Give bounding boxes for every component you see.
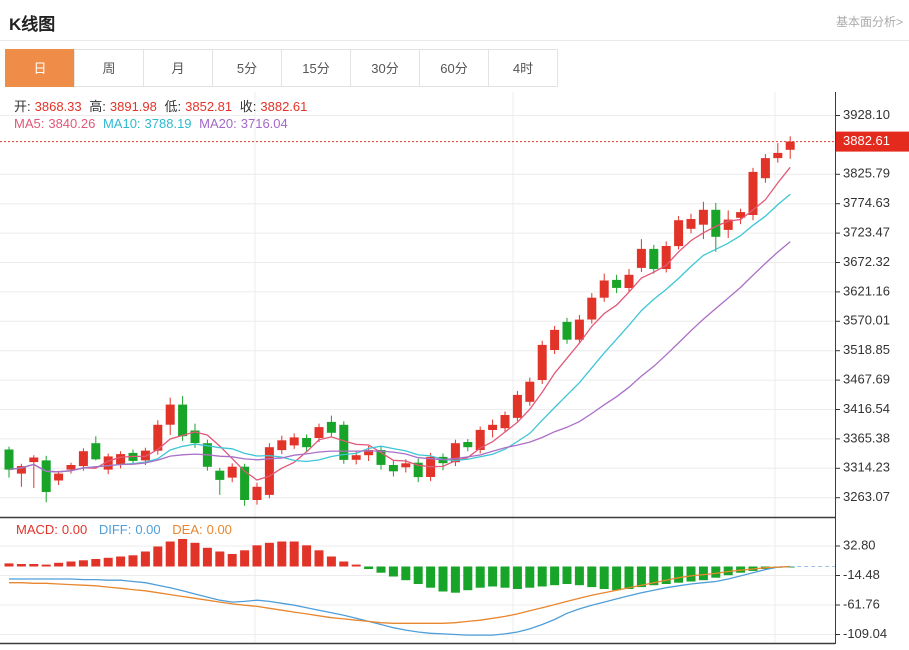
tab-day[interactable]: 日	[5, 49, 75, 87]
svg-text:3263.07: 3263.07	[843, 489, 890, 504]
svg-text:3723.47: 3723.47	[843, 225, 890, 240]
svg-text:-109.04: -109.04	[843, 626, 887, 641]
svg-text:3928.10: 3928.10	[843, 107, 890, 122]
ma20-label: MA20:	[199, 116, 237, 131]
svg-text:3672.32: 3672.32	[843, 254, 890, 269]
tab-15min[interactable]: 15分	[281, 49, 351, 87]
high-label: 高:	[89, 99, 106, 114]
svg-text:3882.61: 3882.61	[843, 133, 890, 148]
svg-text:3825.79: 3825.79	[843, 166, 890, 181]
svg-text:3416.54: 3416.54	[843, 401, 890, 416]
svg-text:32.80: 32.80	[843, 537, 876, 552]
svg-text:3774.63: 3774.63	[843, 195, 890, 210]
tab-5min[interactable]: 5分	[212, 49, 282, 87]
ma-readout: MA5: 3840.26 MA10: 3788.19 MA20: 3716.04	[14, 116, 292, 131]
fundamental-analysis-link[interactable]: 基本面分析>	[835, 15, 903, 29]
macd-label: MACD: 0.00	[16, 522, 88, 537]
svg-text:3518.85: 3518.85	[843, 342, 890, 357]
open-value: 3868.33	[34, 99, 82, 114]
ma20-value: 3716.04	[240, 116, 288, 131]
svg-text:3570.01: 3570.01	[843, 313, 890, 328]
ma5-label: MA5:	[14, 116, 45, 131]
high-value: 3891.98	[109, 99, 157, 114]
svg-text:3314.23: 3314.23	[843, 460, 890, 475]
tab-4hour[interactable]: 4时	[488, 49, 558, 87]
low-value: 3852.81	[185, 99, 233, 114]
diff-label: DIFF: 0.00	[98, 522, 161, 537]
tab-week[interactable]: 周	[74, 49, 144, 87]
tab-30min[interactable]: 30分	[350, 49, 420, 87]
ma5-value: 3840.26	[48, 116, 96, 131]
dea-label: DEA: 0.00	[172, 522, 232, 537]
macd-readout: MACD: 0.00 DIFF: 0.00 DEA: 0.00	[16, 522, 240, 537]
ma10-value: 3788.19	[144, 116, 192, 131]
macd-histogram	[4, 539, 795, 593]
low-label: 低:	[164, 99, 182, 114]
ma10-label: MA10:	[102, 116, 141, 131]
svg-text:3467.69: 3467.69	[843, 372, 890, 387]
svg-text:3365.38: 3365.38	[843, 430, 890, 445]
close-value: 3882.61	[260, 99, 308, 114]
candles	[4, 136, 795, 506]
period-tabs: 日 周 月 5分 15分 30分 60分 4时	[5, 49, 558, 87]
tab-month[interactable]: 月	[143, 49, 213, 87]
svg-text:3621.16: 3621.16	[843, 283, 890, 298]
open-label: 开:	[14, 99, 31, 114]
svg-text:-14.48: -14.48	[843, 567, 880, 582]
tab-60min[interactable]: 60分	[419, 49, 489, 87]
close-label: 收:	[239, 99, 257, 114]
ohlc-readout: 开: 3868.33 高: 3891.98 低: 3852.81 收: 3882.61	[14, 96, 311, 115]
header: K线图 基本面分析>	[0, 0, 909, 41]
svg-text:-61.76: -61.76	[843, 596, 880, 611]
page-title: K线图	[9, 15, 56, 34]
